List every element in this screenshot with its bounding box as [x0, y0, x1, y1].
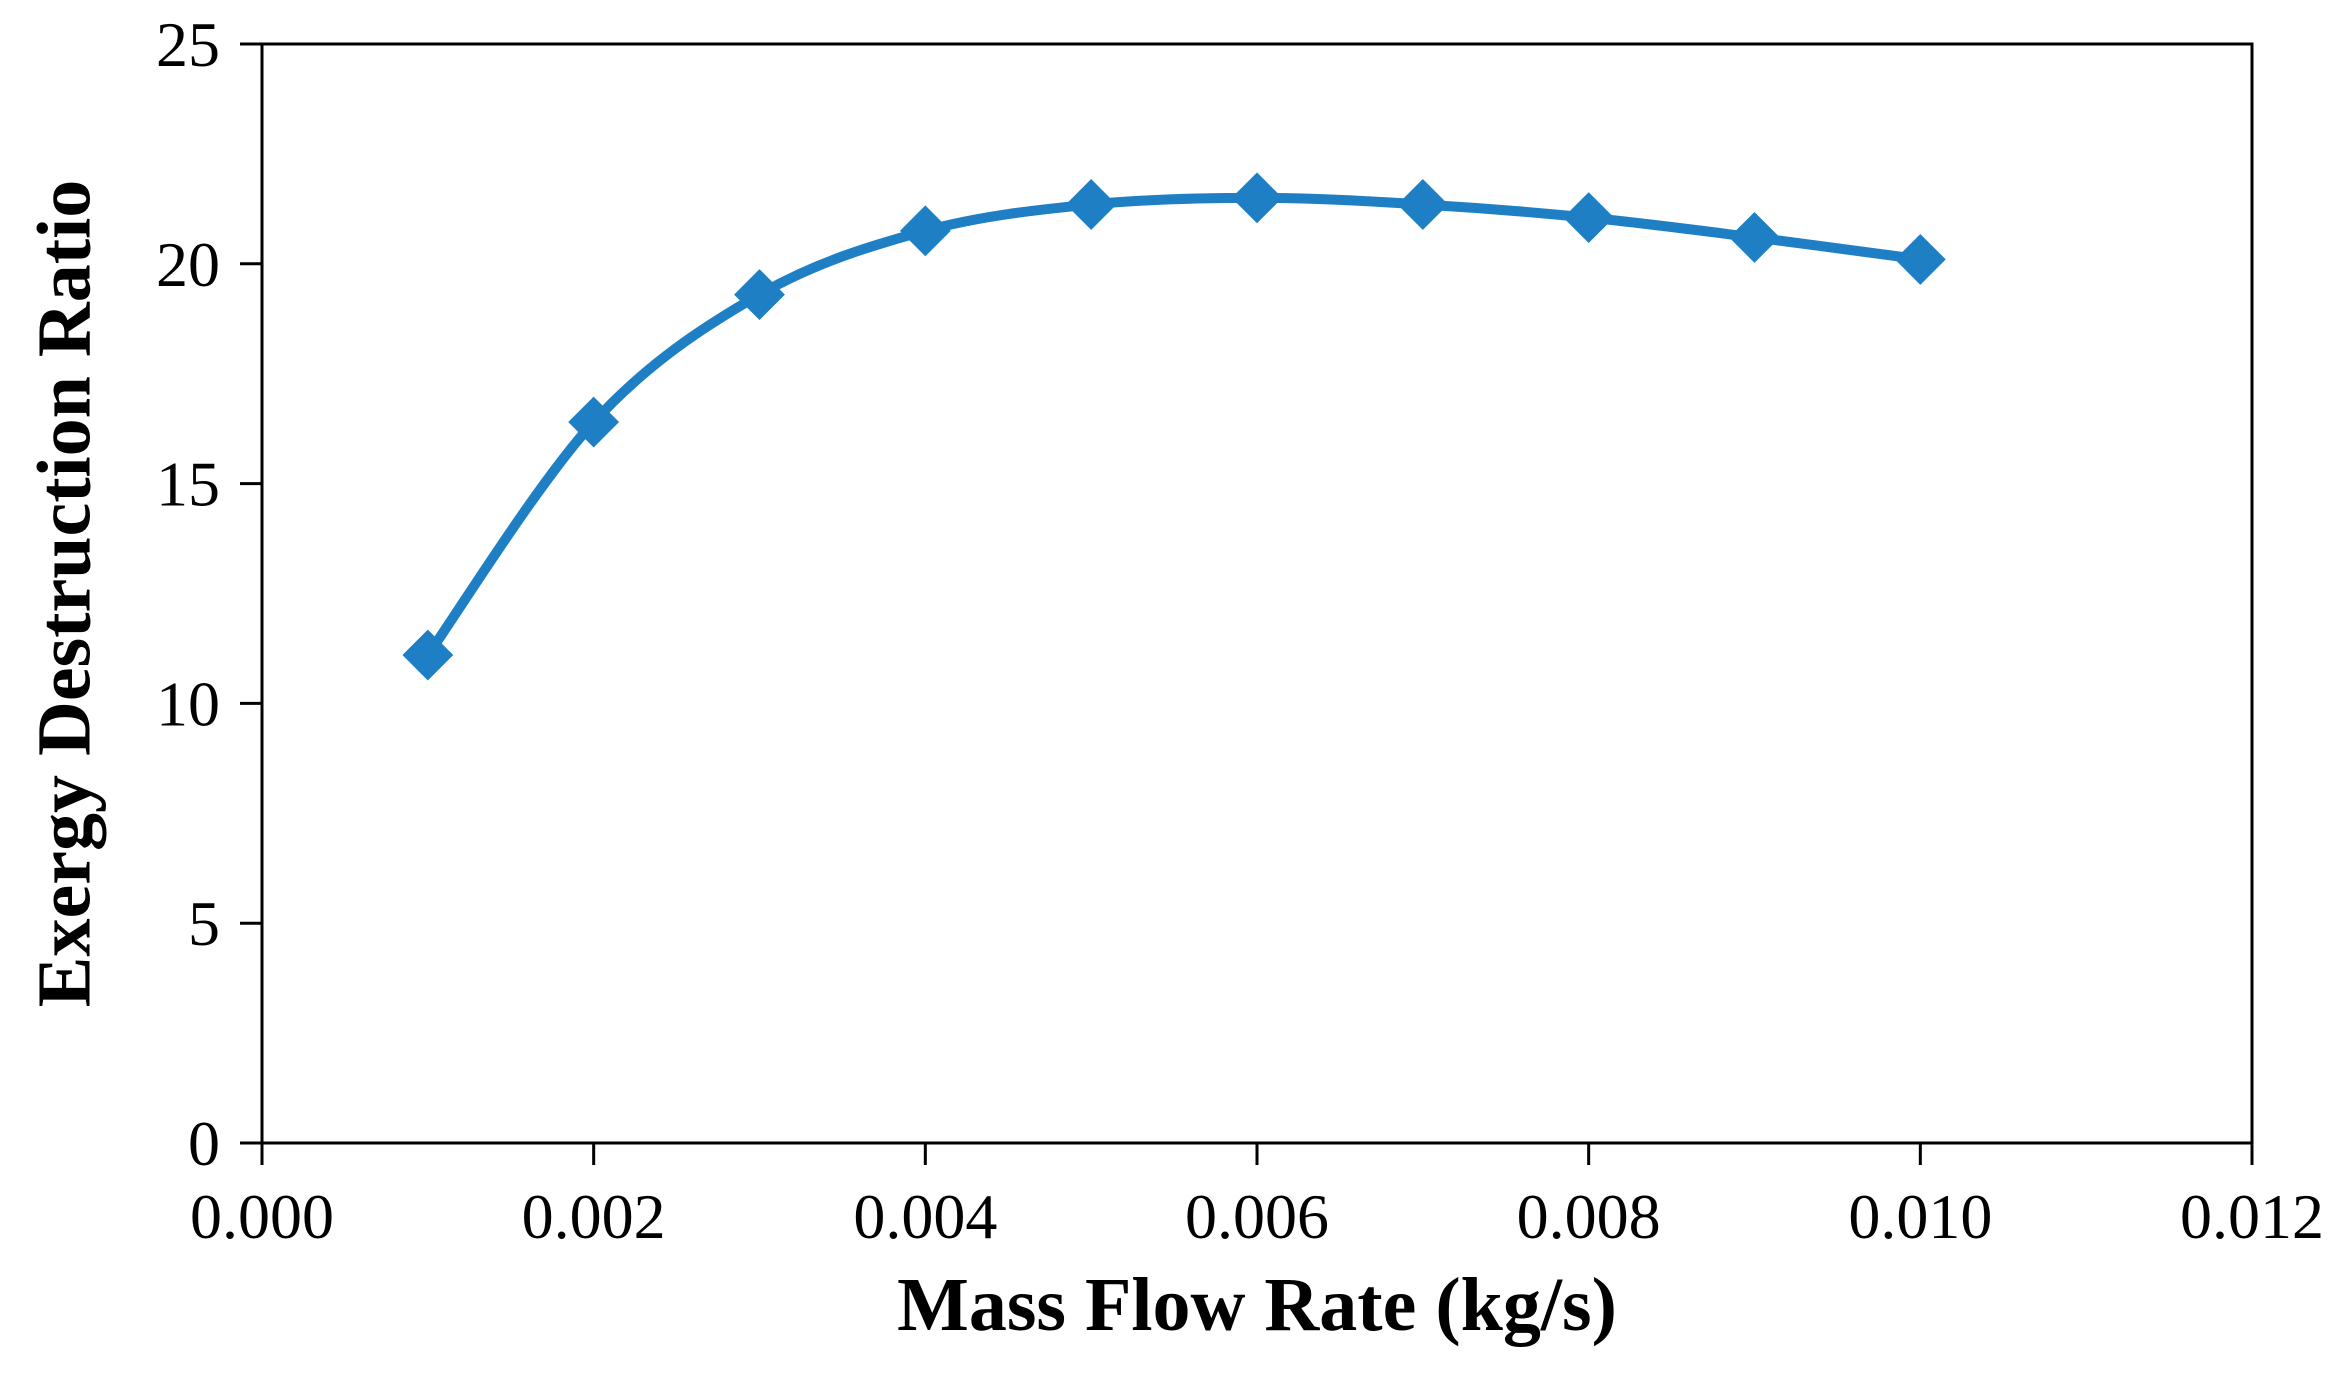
x-tick-label: 0.010: [1848, 1181, 1992, 1252]
data-point-marker: [568, 396, 620, 448]
x-tick-label: 0.012: [2180, 1181, 2324, 1252]
data-point-marker: [1894, 233, 1946, 285]
x-tick-label: 0.008: [1517, 1181, 1661, 1252]
y-tick-label: 15: [156, 449, 220, 520]
x-tick-label: 0.002: [522, 1181, 666, 1252]
data-point-marker: [1729, 212, 1780, 263]
data-point-marker: [734, 269, 785, 320]
y-tick-label: 10: [156, 668, 220, 739]
y-tick-label: 5: [188, 888, 220, 959]
x-tick-label: 0.006: [1185, 1181, 1329, 1252]
series-line: [422, 192, 1926, 661]
x-axis-title: Mass Flow Rate (kg/s): [897, 1263, 1617, 1347]
y-tick-label: 0: [188, 1108, 220, 1179]
data-point-marker: [1231, 172, 1283, 224]
data-point-marker: [1397, 179, 1449, 230]
x-tick-label: 0.000: [190, 1181, 334, 1252]
data-point-marker: [402, 629, 454, 681]
data-point-marker: [899, 205, 951, 257]
y-tick-label: 20: [156, 229, 220, 300]
data-point-marker: [1563, 192, 1615, 244]
x-tick-label: 0.004: [853, 1181, 997, 1252]
y-axis-title: Exergy Destruction Ratio: [22, 180, 106, 1007]
data-point-marker: [1065, 179, 1117, 230]
y-tick-label: 25: [156, 9, 220, 80]
